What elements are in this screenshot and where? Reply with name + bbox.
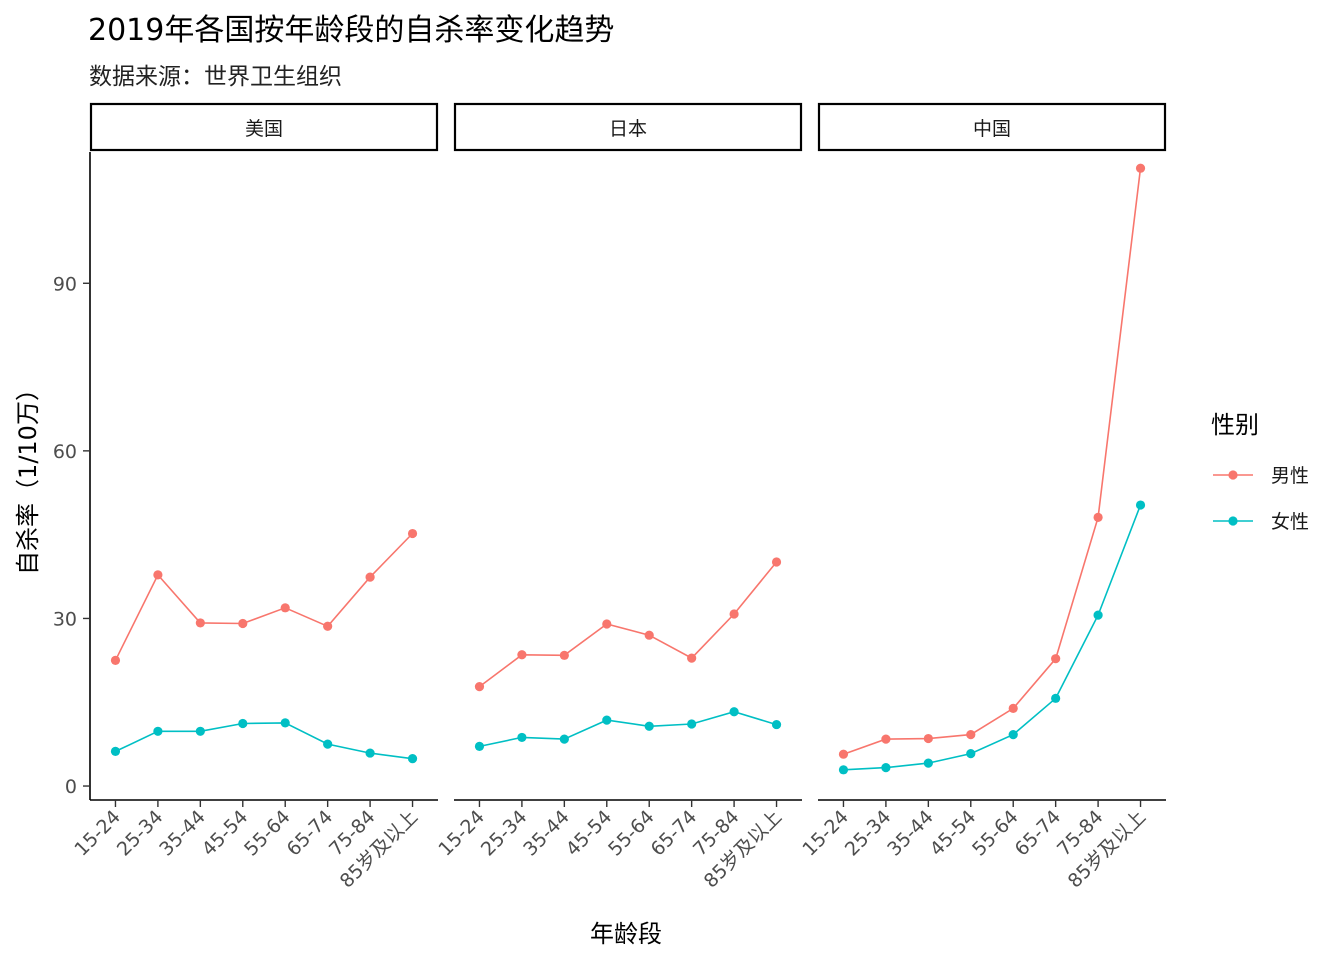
x-tick-label: 65-74 (283, 806, 338, 861)
series-line (479, 710, 777, 748)
x-tick-label: 45-54 (198, 806, 253, 861)
facet-strip (453, 102, 803, 152)
panel-2: 中国15-2425-3435-4445-5455-6465-7475-8485岁… (798, 102, 1167, 892)
chart-subtitle: 数据来源：世界卫生组织 (89, 64, 342, 90)
y-tick-label: 90 (53, 273, 77, 295)
data-point (602, 715, 612, 725)
data-point (644, 721, 654, 731)
data-point (881, 763, 891, 773)
data-point (1051, 654, 1061, 664)
panels: 美国15-2425-3435-4445-5455-6465-7475-8485岁… (70, 102, 1167, 892)
data-point (280, 603, 290, 613)
data-point (323, 739, 333, 749)
data-point (881, 734, 891, 744)
x-tick-label: 45-54 (562, 806, 617, 861)
data-point (153, 726, 163, 736)
data-point (838, 765, 849, 775)
data-point (923, 733, 933, 744)
facet-strip-label: 日本 (609, 118, 647, 140)
x-tick-label: 25-34 (477, 806, 532, 861)
y-axis: 0 30 60 90 (53, 152, 91, 800)
x-tick-label: 25-34 (113, 806, 168, 861)
data-point (687, 653, 697, 663)
data-point (474, 741, 485, 751)
data-point (729, 609, 739, 619)
x-tick-label: 15-24 (798, 806, 853, 861)
data-point (1093, 512, 1103, 522)
y-axis-title: 自杀率（1/10万） (14, 377, 42, 575)
data-point (110, 655, 121, 665)
data-point (1051, 693, 1061, 703)
data-point (966, 730, 976, 740)
x-tick-label: 35-44 (519, 806, 574, 861)
data-point (1008, 730, 1018, 740)
data-point (474, 682, 485, 692)
facet-strip (817, 102, 1167, 152)
data-point (1135, 500, 1146, 510)
panel-0: 美国15-2425-3435-4445-5455-6465-7475-8485岁… (70, 102, 439, 892)
data-point (644, 630, 654, 640)
data-point (838, 749, 849, 759)
x-tick-label: 65-74 (647, 806, 702, 861)
legend-key-point (1228, 516, 1238, 526)
x-tick-label: 45-54 (926, 806, 981, 861)
data-point (517, 650, 527, 660)
data-point (280, 718, 290, 728)
series-line (843, 504, 1142, 771)
chart-title: 2019年各国按年龄段的自杀率变化趋势 (88, 13, 614, 48)
data-point (238, 618, 248, 629)
data-point (559, 650, 569, 660)
series-line (114, 532, 414, 661)
data-point (323, 621, 333, 631)
data-point (407, 754, 418, 764)
x-tick-label: 35-44 (883, 806, 938, 861)
data-point (517, 732, 527, 743)
data-point (153, 570, 163, 580)
data-point (923, 758, 933, 768)
y-tick-label: 30 (53, 608, 77, 630)
data-point (238, 718, 248, 729)
series-line (843, 168, 1142, 755)
data-point (195, 726, 205, 736)
data-point (195, 618, 205, 628)
facet-strip-label: 美国 (245, 118, 283, 140)
data-point (559, 734, 569, 744)
x-tick-label: 15-24 (434, 806, 489, 861)
data-point (1135, 163, 1146, 173)
legend-label: 男性 (1271, 465, 1309, 487)
legend-key-point (1228, 470, 1238, 480)
x-tick-label: 35-44 (155, 806, 210, 861)
facet-strip (89, 102, 439, 152)
data-point (365, 572, 375, 582)
data-point (771, 719, 782, 730)
data-point (407, 528, 418, 539)
legend-title: 性别 (1211, 411, 1259, 439)
x-tick-label: 25-34 (841, 806, 896, 861)
data-point (1008, 703, 1018, 713)
data-point (687, 719, 697, 729)
data-point (966, 749, 976, 759)
x-tick-label: 55-64 (240, 806, 295, 861)
x-tick-label: 55-64 (604, 806, 659, 861)
x-tick-label: 65-74 (1011, 806, 1066, 861)
data-point (1093, 610, 1103, 620)
y-tick-label: 0 (65, 776, 77, 798)
data-point (110, 746, 121, 757)
facet-strip-label: 中国 (973, 118, 1011, 140)
data-point (771, 557, 782, 567)
series-line (115, 722, 413, 760)
data-point (729, 707, 739, 717)
legend-label: 女性 (1271, 511, 1309, 533)
x-axis-title: 年龄段 (590, 920, 662, 948)
x-tick-label: 15-24 (70, 806, 125, 861)
panel-1: 日本15-2425-3435-4445-5455-6465-7475-8485岁… (434, 102, 803, 892)
data-point (602, 619, 612, 629)
data-point (365, 748, 375, 758)
series-line (479, 561, 778, 688)
y-tick-label: 60 (53, 441, 77, 463)
x-tick-label: 55-64 (968, 806, 1023, 861)
